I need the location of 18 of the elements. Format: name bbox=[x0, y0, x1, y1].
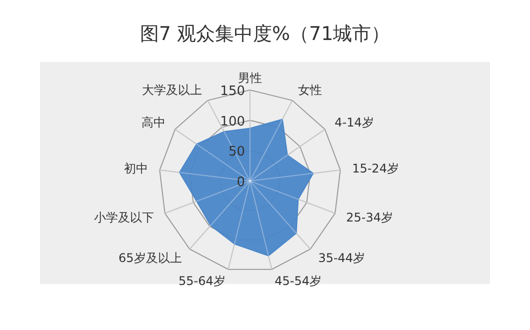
y-tick-label: 100 bbox=[220, 114, 245, 130]
spoke-label: 15-24岁 bbox=[352, 162, 399, 176]
spoke-label: 大学及以上 bbox=[142, 82, 202, 97]
spoke-label: 初中 bbox=[124, 162, 148, 176]
y-tick-label: 0 bbox=[236, 175, 245, 190]
spoke-label: 25-34岁 bbox=[346, 210, 394, 224]
spoke-label: 55-64岁 bbox=[178, 274, 226, 288]
spoke-label: 高中 bbox=[141, 116, 166, 130]
y-tick-label: 50 bbox=[228, 144, 245, 160]
spoke-label: 女性 bbox=[298, 82, 322, 97]
spoke-label: 65岁及以上 bbox=[118, 250, 182, 265]
spoke-label: 小学及以下 bbox=[94, 210, 154, 224]
spoke-label: 4-14岁 bbox=[334, 116, 374, 130]
spoke-label: 35-44岁 bbox=[318, 250, 366, 265]
chart-title: 图7 观众集中度%（71城市） bbox=[140, 23, 390, 45]
spoke-label: 男性 bbox=[238, 71, 262, 86]
y-tick-label: 150 bbox=[220, 84, 245, 99]
spoke-label: 45-54岁 bbox=[274, 274, 322, 288]
